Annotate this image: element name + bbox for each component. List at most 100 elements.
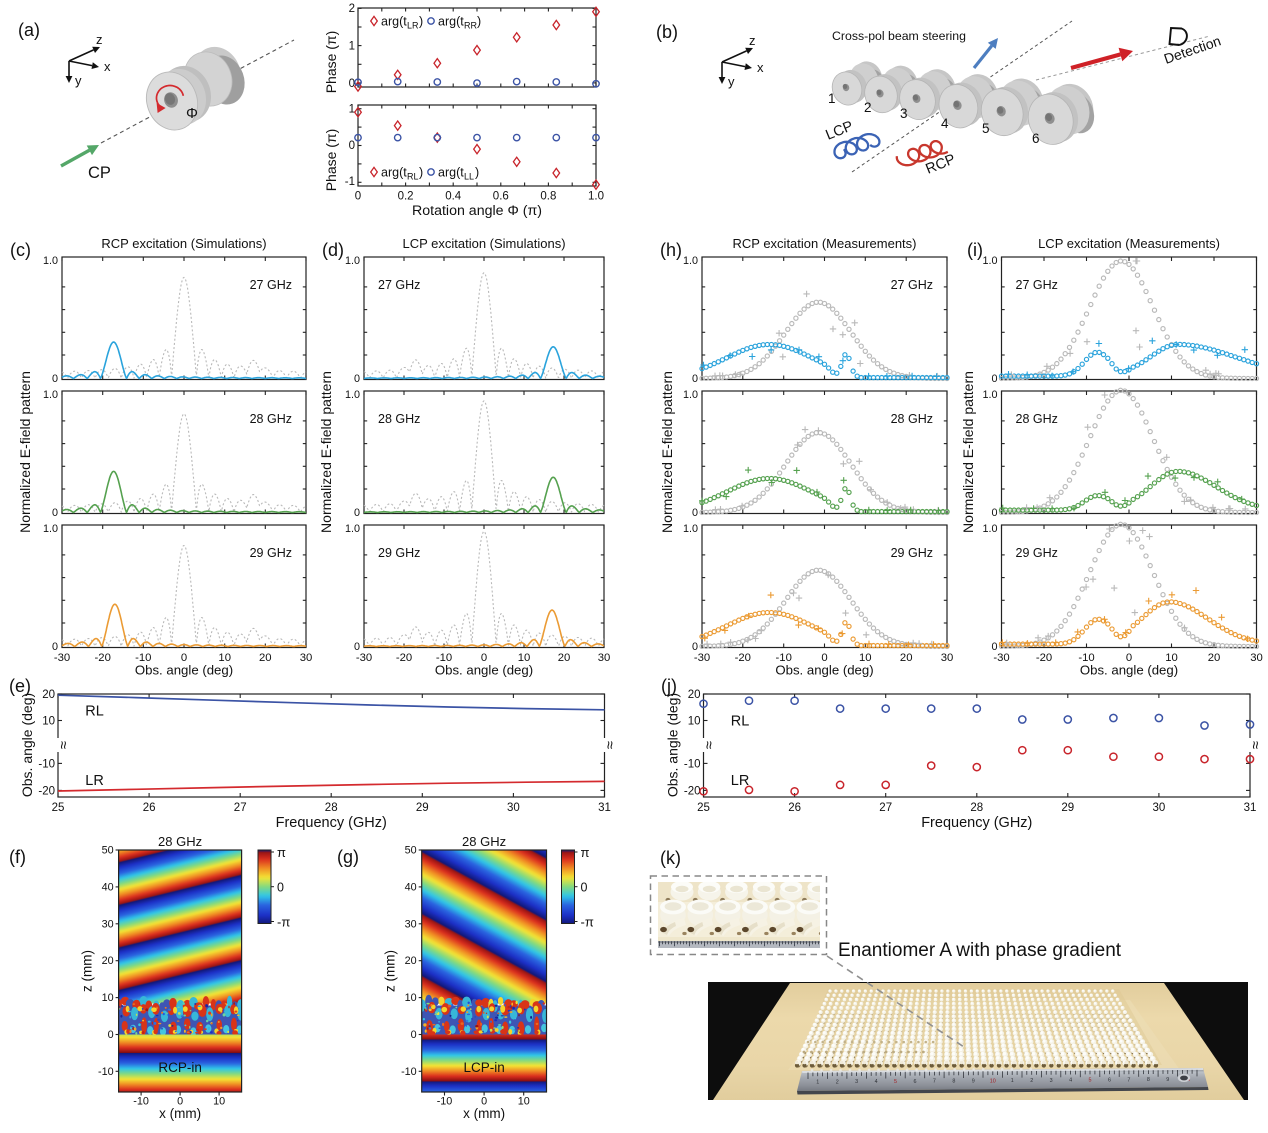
svg-text:0: 0 [692, 641, 698, 653]
svg-text:25: 25 [697, 802, 710, 814]
svg-text:0.4: 0.4 [445, 191, 462, 203]
svg-text:): ) [477, 15, 481, 29]
svg-text:Obs. angle (deg): Obs. angle (deg) [435, 663, 533, 678]
svg-text:π: π [581, 845, 590, 860]
svg-text:28 GHz: 28 GHz [158, 834, 202, 849]
svg-text:≈: ≈ [601, 741, 618, 749]
svg-text:0: 0 [581, 881, 588, 895]
svg-text:LCP-in: LCP-in [463, 1060, 504, 1075]
svg-text:1: 1 [1011, 1078, 1014, 1084]
svg-text:10: 10 [218, 652, 231, 664]
svg-text:-30: -30 [993, 652, 1009, 664]
svg-text:(c): (c) [10, 240, 31, 260]
svg-text:LR: LR [85, 773, 104, 789]
svg-text:): ) [475, 166, 479, 180]
svg-text:Obs. angle (deg): Obs. angle (deg) [135, 663, 233, 678]
svg-text:y: y [728, 74, 735, 89]
svg-text:20: 20 [558, 652, 571, 664]
svg-text:6: 6 [1032, 131, 1040, 146]
svg-text:10: 10 [990, 1078, 996, 1084]
svg-text:-30: -30 [356, 652, 372, 664]
svg-text:(d): (d) [322, 240, 344, 260]
svg-text:(i): (i) [967, 240, 983, 260]
svg-text:-30: -30 [694, 652, 710, 664]
svg-text:29 GHz: 29 GHz [378, 546, 420, 560]
svg-text:50: 50 [405, 845, 417, 857]
svg-text:-10: -10 [133, 1096, 149, 1108]
svg-text:28: 28 [325, 802, 338, 814]
svg-text:2: 2 [864, 100, 872, 115]
svg-text:Φ: Φ [186, 105, 198, 122]
svg-text:Phase (π): Phase (π) [323, 31, 339, 94]
svg-text:): ) [419, 166, 423, 180]
svg-text:x: x [757, 60, 764, 75]
svg-text:LR: LR [407, 21, 419, 31]
svg-text:10: 10 [405, 992, 417, 1004]
svg-text:Normalized E-field pattern: Normalized E-field pattern [659, 371, 675, 533]
svg-text:RCP-in: RCP-in [158, 1060, 202, 1075]
svg-text:arg(t: arg(t [381, 166, 407, 180]
svg-text:CP: CP [88, 164, 111, 182]
svg-text:1.0: 1.0 [683, 389, 698, 401]
svg-text:0: 0 [1126, 652, 1132, 664]
svg-text:LR: LR [731, 773, 750, 789]
svg-text:0.6: 0.6 [493, 191, 509, 203]
svg-text:20: 20 [688, 689, 701, 701]
svg-text:-20: -20 [396, 652, 412, 664]
svg-text:10: 10 [102, 992, 114, 1004]
svg-text:9: 9 [1166, 1077, 1169, 1083]
svg-text:29: 29 [416, 802, 429, 814]
svg-text:0: 0 [991, 641, 997, 653]
svg-text:20: 20 [1208, 652, 1221, 664]
svg-text:1.0: 1.0 [588, 191, 604, 203]
svg-text:1.0: 1.0 [43, 255, 58, 267]
svg-text:30: 30 [1250, 652, 1263, 664]
svg-text:1.0: 1.0 [43, 389, 58, 401]
svg-text:x (mm): x (mm) [463, 1106, 505, 1121]
svg-text:1.0: 1.0 [345, 255, 360, 267]
svg-text:0: 0 [277, 881, 284, 895]
svg-text:0: 0 [481, 652, 487, 664]
svg-text:1.0: 1.0 [982, 255, 997, 267]
svg-text:31: 31 [598, 802, 611, 814]
svg-text:-10: -10 [135, 652, 151, 664]
svg-text:4: 4 [1069, 1078, 1072, 1084]
svg-text:26: 26 [143, 802, 156, 814]
svg-text:1.0: 1.0 [982, 389, 997, 401]
svg-text:0: 0 [991, 373, 997, 385]
svg-text:30: 30 [941, 652, 954, 664]
svg-text:29 GHz: 29 GHz [250, 546, 292, 560]
svg-text:-20: -20 [735, 652, 751, 664]
svg-text:31: 31 [1244, 802, 1257, 814]
svg-text:3: 3 [1050, 1078, 1053, 1084]
svg-text:-1: -1 [345, 176, 355, 188]
svg-text:0: 0 [481, 1096, 487, 1108]
svg-text:(g): (g) [337, 847, 359, 867]
svg-text:): ) [419, 15, 423, 29]
svg-text:-10: -10 [684, 758, 701, 770]
svg-text:6: 6 [914, 1079, 917, 1085]
svg-text:RL: RL [731, 714, 750, 730]
svg-text:30: 30 [598, 652, 611, 664]
svg-text:3: 3 [855, 1079, 858, 1085]
svg-text:10: 10 [42, 716, 55, 728]
svg-text:30: 30 [507, 802, 520, 814]
svg-text:20: 20 [42, 689, 55, 701]
svg-text:0: 0 [349, 140, 355, 152]
svg-text:Phase (π): Phase (π) [323, 129, 339, 192]
svg-text:28 GHz: 28 GHz [1016, 412, 1058, 426]
svg-text:LCP excitation (Simulations): LCP excitation (Simulations) [402, 236, 565, 251]
svg-text:27 GHz: 27 GHz [891, 278, 933, 292]
svg-text:2: 2 [836, 1079, 839, 1085]
svg-text:28 GHz: 28 GHz [250, 412, 292, 426]
svg-text:(h): (h) [660, 240, 682, 260]
svg-text:z (mm): z (mm) [80, 950, 95, 992]
svg-text:5: 5 [982, 121, 990, 136]
svg-text:-20: -20 [95, 652, 111, 664]
svg-text:30: 30 [1153, 802, 1166, 814]
svg-text:-10: -10 [776, 652, 792, 664]
svg-text:0: 0 [692, 373, 698, 385]
svg-text:10: 10 [213, 1096, 225, 1108]
svg-text:29: 29 [1061, 802, 1074, 814]
svg-text:RCP excitation (Measurements): RCP excitation (Measurements) [733, 236, 917, 251]
